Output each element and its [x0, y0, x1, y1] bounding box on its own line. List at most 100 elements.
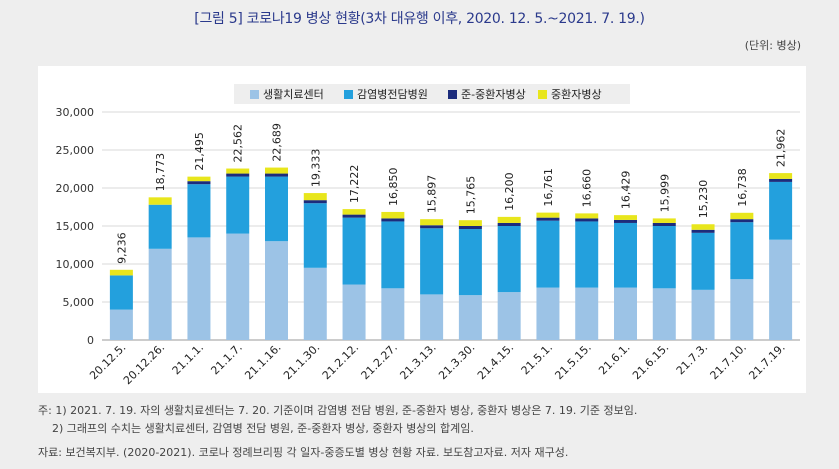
- bar-total-label: 16,850: [387, 167, 400, 206]
- bar-segment: [652, 226, 676, 289]
- x-tick-label: 21.4.15.: [475, 341, 516, 382]
- x-tick-label: 21.6.1.: [596, 341, 632, 377]
- x-tick-label: 21.1.30.: [281, 341, 322, 382]
- bar-segment: [691, 232, 715, 290]
- bar-segment: [614, 215, 637, 220]
- legend-label: 중환자병상: [551, 88, 602, 101]
- bar-segment: [614, 222, 637, 288]
- bar-total-label: 18,773: [154, 153, 167, 191]
- bar-total-label: 16,429: [620, 171, 633, 210]
- x-tick-label: 21.5.15.: [552, 341, 593, 382]
- bar-segment: [148, 197, 172, 205]
- x-tick-label: 21.1.16.: [242, 341, 283, 382]
- bar-segment: [381, 218, 405, 222]
- bar-segment: [652, 218, 676, 223]
- unit-label: (단위: 병상): [744, 39, 801, 52]
- bar-segment: [303, 200, 327, 204]
- y-tick-label: 20,000: [56, 182, 95, 195]
- footnote-2: 2) 그래프의 수치는 생활치료센터, 감염병 전담 병원, 준-중환자 병상,…: [52, 422, 474, 435]
- bar-segment: [381, 221, 405, 289]
- bar-total-label: 16,660: [581, 169, 594, 208]
- bar-total-label: 16,738: [736, 168, 749, 207]
- y-tick-label: 25,000: [56, 144, 95, 157]
- legend-swatch: [250, 90, 259, 99]
- bar-segment: [730, 279, 754, 340]
- bar-segment: [303, 203, 327, 268]
- bar-segment: [536, 212, 560, 218]
- bar-segment: [187, 181, 211, 185]
- bar-segment: [730, 212, 754, 220]
- bar-segment: [342, 284, 366, 340]
- bar-segment: [769, 178, 793, 182]
- bar-total-label: 15,230: [697, 180, 710, 219]
- bar-total-label: 16,761: [542, 168, 555, 207]
- bar-segment: [536, 220, 560, 288]
- legend-swatch: [448, 90, 457, 99]
- x-tick-label: 21.1.7.: [208, 341, 244, 377]
- bar-segment: [109, 269, 133, 276]
- bar-segment: [652, 222, 676, 226]
- x-tick-label: 20.12.26.: [121, 341, 167, 387]
- bar-segment: [381, 211, 405, 219]
- bar-segment: [769, 181, 793, 240]
- footnote-1: 주: 1) 2021. 7. 19. 자의 생활치료센터는 7. 20. 기준이…: [38, 404, 638, 417]
- legend-box: [234, 84, 630, 104]
- bar-segment: [458, 226, 482, 230]
- bar-segment: [575, 213, 599, 219]
- bar-segment: [420, 228, 444, 295]
- bar-segment: [148, 248, 172, 340]
- x-tick-label: 21.2.27.: [359, 341, 400, 382]
- bar-total-label: 17,222: [348, 165, 361, 204]
- legend-swatch: [538, 90, 547, 99]
- legend-label: 준-중환자병상: [461, 88, 526, 101]
- y-tick-label: 15,000: [56, 220, 95, 233]
- bar-segment: [497, 226, 521, 293]
- bar-segment: [536, 217, 560, 221]
- bar-segment: [652, 288, 676, 340]
- bar-segment: [769, 239, 793, 340]
- bar-total-label: 22,689: [271, 123, 284, 162]
- bar-total-label: 15,999: [658, 174, 671, 213]
- bar-segment: [226, 233, 250, 340]
- bar-segment: [342, 209, 366, 215]
- x-tick-label: 21.7.19.: [746, 341, 787, 382]
- chart-panel: 0 5,000 10,000 15,000 20,000 25,000 30,000 생활치료…: [38, 66, 806, 393]
- bar-segment: [187, 237, 211, 340]
- bar-segment: [381, 288, 405, 340]
- bar-segment: [497, 292, 521, 340]
- bar-segment: [265, 176, 288, 242]
- bar-total-label: 19,333: [309, 149, 322, 188]
- bar-segment: [769, 173, 793, 179]
- bar-segment: [265, 167, 288, 174]
- bar-total-label: 15,765: [464, 176, 477, 215]
- bar-segment: [109, 275, 133, 310]
- x-tick-label: 21.6.15.: [630, 341, 671, 382]
- x-tick-label: 21.2.12.: [320, 341, 361, 382]
- y-tick-label: 5,000: [63, 296, 95, 309]
- bar-segment: [730, 219, 754, 223]
- bar-total-label: 9,236: [115, 232, 128, 264]
- bar-segment: [265, 241, 288, 340]
- bar-segment: [458, 229, 482, 296]
- y-tick-label: 30,000: [56, 106, 95, 119]
- source-note: 자료: 보건복지부. (2020-2021). 코로나 정례브리핑 각 일자-중…: [38, 446, 569, 459]
- bar-segment: [420, 219, 444, 226]
- bar-segment: [575, 221, 599, 288]
- bar-segment: [691, 289, 715, 340]
- bar-segment: [497, 222, 521, 226]
- y-tick-label: 10,000: [56, 258, 95, 271]
- figure-title: [그림 5] 코로나19 병상 현황(3차 대유행 이후, 2020. 12. …: [194, 11, 645, 27]
- x-tick-label: 21.3.30.: [436, 341, 477, 382]
- bar-segment: [342, 217, 366, 285]
- bar-segment: [303, 267, 327, 340]
- x-tick-label: 21.5.1.: [519, 341, 555, 377]
- bar-total-label: 21,962: [775, 129, 788, 168]
- x-tick-label: 21.1.1.: [170, 341, 206, 377]
- bar-segment: [265, 173, 288, 177]
- bar-segment: [342, 214, 366, 218]
- bar-segment: [614, 219, 637, 223]
- x-tick-label: 21.7.10.: [708, 341, 749, 382]
- bar-segment: [148, 204, 172, 249]
- x-tick-label: 21.3.13.: [397, 341, 438, 382]
- bar-total-label: 15,897: [426, 175, 439, 214]
